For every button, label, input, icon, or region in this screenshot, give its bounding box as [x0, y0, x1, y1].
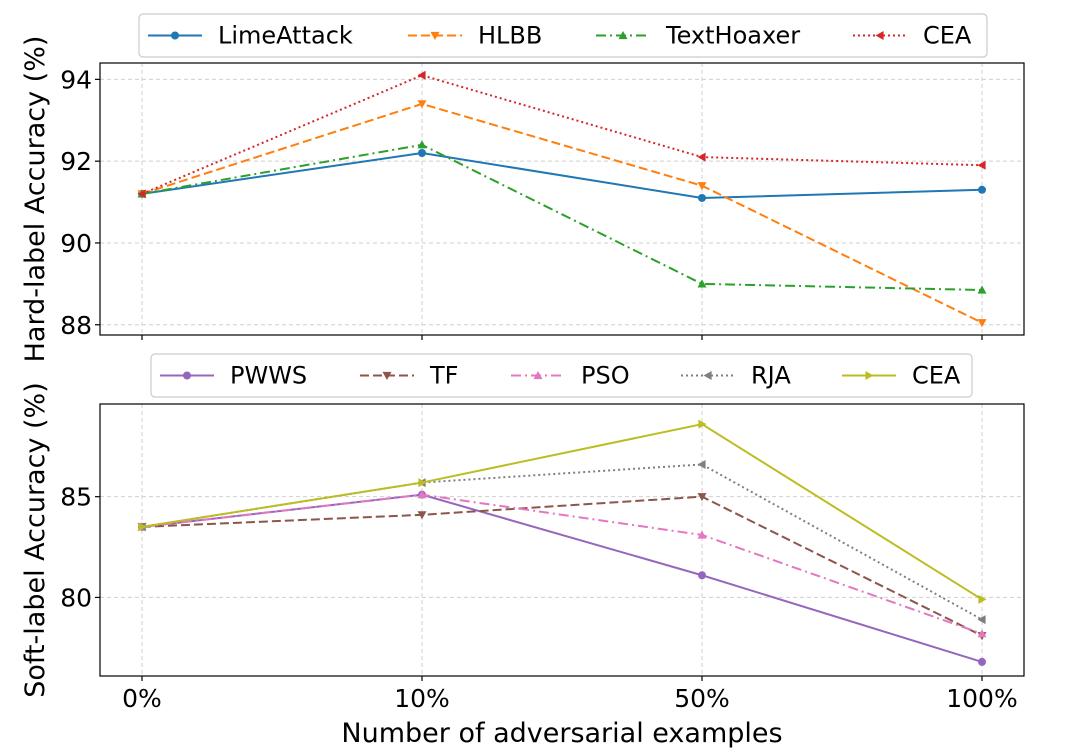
legend-item-cea: CEA — [853, 22, 972, 50]
series-line-hlbb — [141, 102, 983, 324]
legend-label: PSO — [581, 362, 630, 390]
legend-item-tf: TF — [360, 362, 458, 390]
data-point-pso — [977, 629, 987, 638]
bottom-plot-frame — [99, 403, 1025, 677]
legend-marker — [703, 371, 712, 380]
x-tick-label: 50% — [674, 684, 730, 713]
legend-box — [138, 13, 988, 58]
data-point-pwws — [698, 571, 706, 580]
data-point-cea — [138, 522, 147, 532]
top-y-ticks: 88 90 92 94 — [60, 65, 100, 340]
data-point-cea — [137, 189, 146, 199]
x-tick-label: 10% — [394, 684, 450, 713]
x-tick-label: 100% — [946, 684, 1017, 713]
legend-item-texthoaxer: TextHoaxer — [596, 22, 800, 50]
data-point-cea — [697, 152, 706, 162]
data-point-tf — [417, 511, 427, 520]
data-point-pwws — [978, 657, 986, 666]
legend-label: CEA — [923, 22, 972, 50]
series-line-pso — [141, 493, 983, 635]
legend-item-pso: PSO — [511, 362, 630, 390]
data-point-hlbb — [697, 182, 707, 191]
series-texthoaxer — [137, 140, 987, 294]
data-point-limeattack — [418, 148, 426, 157]
legend-marker — [382, 371, 392, 380]
data-point-cea — [977, 160, 986, 170]
series-line-tf — [141, 495, 983, 637]
y-tick-label: 85 — [60, 483, 92, 512]
y-tick-label: 94 — [60, 65, 92, 94]
legend-item-hlbb: HLBB — [408, 22, 542, 50]
series-line-texthoaxer — [141, 143, 983, 292]
data-point-limeattack — [978, 185, 986, 194]
series-cea — [137, 70, 986, 199]
legend-marker — [171, 31, 179, 40]
legend-label: CEA — [912, 362, 961, 390]
hard-label-panel: 88 90 92 94 Hard-label Accuracy (%) LimeAtt… — [20, 13, 1025, 363]
legend-label: HLBB — [478, 22, 542, 50]
x-tick-label: 0% — [122, 684, 162, 713]
series-line-rja — [141, 463, 983, 621]
data-point-cea — [698, 419, 707, 429]
data-point-rja — [977, 615, 986, 625]
data-point-rja — [697, 459, 706, 469]
series-cea — [138, 419, 987, 604]
top-legend: LimeAttack HLBB TextHoaxer CEA — [138, 13, 988, 58]
legend-marker — [865, 371, 874, 380]
bottom-series-group — [137, 419, 987, 666]
y-tick-label: 88 — [60, 311, 92, 340]
y-tick-label: 80 — [60, 583, 92, 612]
legend-marker — [533, 371, 543, 380]
legend-item-limeattack: LimeAttack — [148, 22, 353, 50]
bottom-legend: PWWS TF PSO RJA CEA — [150, 353, 973, 398]
top-series-group — [137, 70, 987, 328]
x-axis-label: Number of adversarial examples — [341, 718, 782, 749]
data-point-cea — [418, 478, 427, 488]
bottom-grid — [100, 404, 1024, 676]
top-y-axis-label: Hard-label Accuracy (%) — [20, 36, 51, 363]
data-point-texthoaxer — [697, 279, 707, 288]
bottom-y-ticks: 80 85 — [60, 483, 100, 612]
top-grid — [100, 63, 1024, 335]
data-point-hlbb — [977, 319, 987, 328]
data-point-cea — [978, 594, 987, 604]
y-tick-label: 92 — [60, 147, 92, 176]
data-point-pso — [697, 530, 707, 539]
legend-item-rja: RJA — [681, 362, 791, 390]
legend-marker — [875, 31, 884, 40]
legend-item-cea: CEA — [842, 362, 961, 390]
legend-label: PWWS — [230, 362, 307, 390]
data-point-hlbb — [417, 100, 427, 109]
series-line-cea — [141, 74, 983, 195]
legend-marker — [430, 31, 440, 40]
data-point-texthoaxer — [417, 140, 427, 149]
bottom-y-axis-label: Soft-label Accuracy (%) — [20, 382, 51, 697]
bottom-x-ticks: 0% 10% 50% 100% — [122, 676, 1018, 713]
data-point-pso — [417, 490, 427, 499]
legend-label: RJA — [751, 362, 791, 390]
legend-marker — [618, 31, 628, 40]
series-pso — [137, 490, 987, 638]
series-limeattack — [138, 148, 986, 202]
data-point-texthoaxer — [977, 285, 987, 294]
series-pwws — [138, 490, 986, 666]
legend-box — [150, 353, 973, 398]
series-line-cea — [141, 423, 983, 601]
legend-marker — [183, 371, 191, 380]
data-point-tf — [697, 493, 707, 502]
series-rja — [137, 459, 986, 625]
legend-label: LimeAttack — [218, 22, 353, 50]
soft-label-panel: 80 85 0% 10% 50% 100% Soft-label Accuracy (%… — [20, 353, 1025, 749]
y-tick-label: 90 — [60, 229, 92, 258]
data-point-limeattack — [698, 193, 706, 202]
legend-item-pwws: PWWS — [160, 362, 307, 390]
legend-label: TF — [429, 362, 458, 390]
series-line-limeattack — [141, 151, 983, 199]
top-x-ticks — [141, 335, 983, 340]
data-point-cea — [417, 70, 426, 80]
legend-label: TextHoaxer — [665, 22, 800, 50]
top-plot-frame — [99, 62, 1025, 336]
